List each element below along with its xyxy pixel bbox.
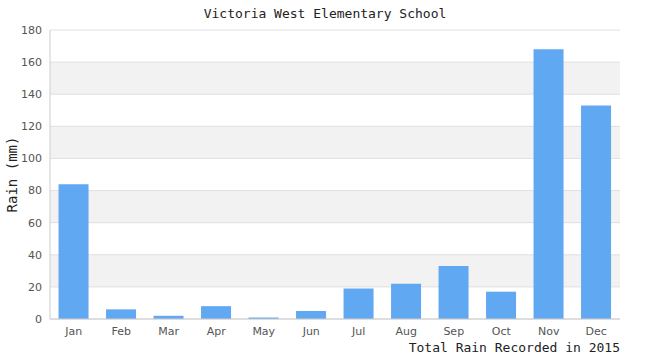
svg-text:Jan: Jan	[64, 325, 82, 338]
svg-text:20: 20	[28, 281, 42, 294]
svg-text:120: 120	[21, 120, 42, 133]
svg-text:Mar: Mar	[158, 325, 179, 338]
svg-text:40: 40	[28, 249, 42, 262]
svg-text:Oct: Oct	[492, 325, 512, 338]
svg-text:80: 80	[28, 184, 42, 197]
svg-text:180: 180	[21, 24, 42, 37]
svg-text:140: 140	[21, 88, 42, 101]
svg-text:Jul: Jul	[351, 325, 365, 338]
svg-text:Apr: Apr	[207, 325, 227, 338]
svg-text:Feb: Feb	[112, 325, 131, 338]
svg-text:100: 100	[21, 152, 42, 165]
html-text:Victoria West Elementary Schoo: Victoria West Elementary School	[203, 6, 447, 21]
svg-text:60: 60	[28, 217, 42, 230]
svg-text:Sep: Sep	[443, 325, 464, 338]
svg-text:Rain (mm): Rain (mm)	[8, 137, 20, 213]
svg-text:Aug: Aug	[396, 325, 417, 338]
svg-text:Jun: Jun	[302, 325, 320, 338]
svg-text:Dec: Dec	[586, 325, 607, 338]
svg-text:Nov: Nov	[538, 325, 560, 338]
svg-text:May: May	[252, 325, 275, 338]
html-text:Total Rain Recorded in 2015: Total Rain Recorded in 2015	[408, 340, 620, 355]
svg-text:160: 160	[21, 56, 42, 69]
svg-text:0: 0	[35, 313, 42, 326]
